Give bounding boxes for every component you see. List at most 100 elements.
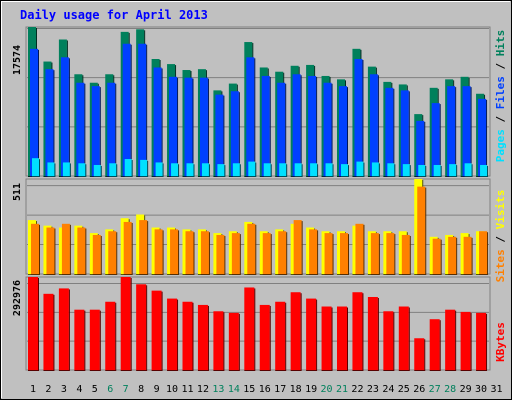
sites-bar-base bbox=[216, 274, 226, 275]
kbytes-bar-base bbox=[228, 370, 240, 371]
pages-bar bbox=[402, 164, 410, 176]
pages-bar-base bbox=[418, 176, 427, 177]
kbytes-bar bbox=[275, 301, 286, 370]
pages-bar-base bbox=[449, 176, 458, 177]
kbytes-bar-shadow bbox=[347, 307, 348, 370]
kbytes-bar-shadow bbox=[53, 294, 55, 370]
sites-bar-shadow bbox=[317, 230, 319, 274]
sites-bar-base bbox=[417, 274, 427, 275]
files-bar bbox=[462, 86, 471, 176]
kbytes-bar-base bbox=[275, 370, 287, 371]
pages-bar bbox=[341, 164, 348, 176]
middle-ymax-label: 511 bbox=[12, 183, 23, 201]
pages-bar bbox=[78, 163, 86, 176]
sites-bar-base bbox=[386, 274, 396, 275]
sites-bar-shadow bbox=[239, 234, 241, 274]
pages-bar bbox=[310, 163, 318, 176]
sites-bar-base bbox=[231, 274, 241, 275]
files-bar-shadow bbox=[455, 87, 457, 176]
day-label: 21 bbox=[336, 384, 348, 395]
sites-bar-base bbox=[278, 274, 288, 275]
pages-bar-shadow bbox=[348, 165, 349, 176]
pages-bar-base bbox=[263, 176, 272, 177]
panel-sites-visits bbox=[25, 178, 491, 275]
sites-bar bbox=[401, 234, 410, 274]
sites-bar bbox=[200, 231, 209, 274]
pages-bar-shadow bbox=[239, 164, 241, 176]
sites-bar-base bbox=[370, 274, 380, 275]
top-ymax-label: 17574 bbox=[12, 45, 23, 75]
files-bar-shadow bbox=[408, 91, 410, 176]
kbytes-bar bbox=[43, 293, 54, 370]
day-label: 27 bbox=[429, 384, 441, 395]
sites-bar bbox=[355, 223, 364, 274]
day-label: 23 bbox=[367, 384, 379, 395]
kbytes-bar-base bbox=[383, 370, 395, 371]
day-label: 18 bbox=[290, 384, 302, 395]
day-label: 1 bbox=[30, 384, 36, 395]
sites-bar-base bbox=[123, 274, 133, 275]
kbytes-bar-base bbox=[213, 370, 225, 371]
kbytes-bar-shadow bbox=[192, 302, 194, 370]
files-bar-shadow bbox=[347, 87, 348, 176]
kbytes-bar bbox=[259, 304, 270, 370]
kbytes-bar-shadow bbox=[393, 312, 395, 370]
pages-bar-base bbox=[201, 176, 210, 177]
pages-bar-base bbox=[325, 176, 334, 177]
files-bar bbox=[447, 86, 456, 176]
kbytes-bar-base bbox=[290, 370, 302, 371]
kbytes-bar bbox=[182, 301, 193, 370]
day-label: 11 bbox=[181, 384, 193, 395]
pages-bar-shadow bbox=[224, 165, 226, 176]
pages-bar bbox=[248, 161, 256, 176]
sites-bar-shadow bbox=[69, 224, 71, 274]
sites-bar-base bbox=[139, 274, 149, 275]
kbytes-bar bbox=[476, 312, 487, 370]
sites-bar-shadow bbox=[270, 234, 272, 274]
sites-bar-base bbox=[463, 274, 473, 275]
kbytes-bar bbox=[367, 296, 378, 370]
files-bar bbox=[60, 57, 69, 176]
pages-bar-base bbox=[464, 176, 473, 177]
sites-bar-shadow bbox=[208, 232, 210, 274]
pages-bar-base bbox=[109, 176, 118, 177]
kbytes-bar-base bbox=[352, 370, 364, 371]
files-bar-shadow bbox=[207, 78, 209, 176]
sites-bar bbox=[216, 234, 225, 274]
files-bar-shadow bbox=[53, 70, 55, 176]
kbytes-bar-shadow bbox=[177, 299, 179, 370]
files-bar-shadow bbox=[238, 92, 240, 176]
pages-bar-base bbox=[294, 176, 303, 177]
sites-bar bbox=[370, 233, 379, 274]
pages-bar-shadow bbox=[131, 160, 133, 176]
pages-bar-base bbox=[62, 176, 71, 177]
files-bar bbox=[30, 48, 38, 177]
sites-bar bbox=[61, 223, 70, 274]
kbytes-bar bbox=[167, 298, 178, 370]
files-bar bbox=[45, 69, 54, 176]
sites-bar bbox=[46, 227, 55, 274]
pages-bar bbox=[449, 164, 457, 176]
pages-bar bbox=[480, 164, 488, 176]
files-bar bbox=[339, 86, 347, 176]
files-bar bbox=[385, 87, 394, 176]
kbytes-bar-base bbox=[337, 370, 348, 371]
pages-bar-base bbox=[32, 176, 40, 177]
files-bar bbox=[323, 82, 332, 176]
kbytes-bar-shadow bbox=[146, 285, 148, 370]
pages-bar bbox=[186, 163, 194, 176]
kbytes-bar-shadow bbox=[84, 310, 86, 370]
middle-legend: Sites / Visits bbox=[494, 190, 507, 283]
pages-bar-base bbox=[356, 176, 365, 177]
pages-bar bbox=[93, 164, 101, 176]
plot-area bbox=[25, 178, 491, 275]
kbytes-bar-shadow bbox=[316, 299, 318, 370]
sites-bar-base bbox=[154, 274, 164, 275]
files-bar bbox=[354, 58, 363, 176]
sites-bar bbox=[324, 233, 333, 274]
legend-entry: Pages bbox=[494, 129, 507, 162]
kbytes-bar-shadow bbox=[269, 305, 271, 370]
pages-bar-base bbox=[310, 176, 319, 177]
sites-bar-shadow bbox=[378, 234, 380, 274]
